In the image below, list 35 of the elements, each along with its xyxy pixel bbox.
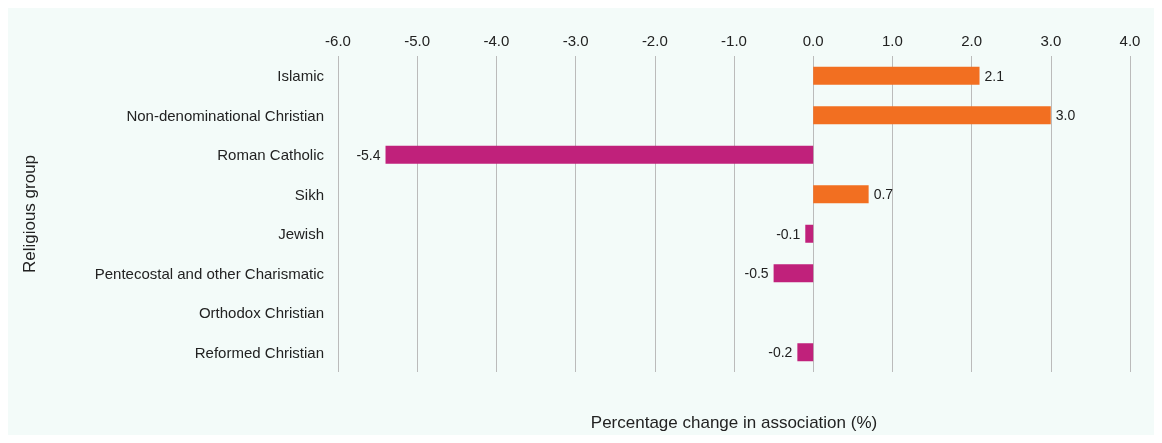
x-tick-label: -2.0 bbox=[641, 32, 668, 49]
y-tick-label: Roman Catholic bbox=[217, 146, 325, 164]
y-tick-label: Pentecostal and other Charismatic bbox=[94, 264, 325, 282]
y-tick-label: Reformed Christian bbox=[194, 343, 324, 361]
y-tick-label: Sikh bbox=[294, 185, 324, 203]
x-tick-label: 1.0 bbox=[881, 32, 903, 49]
data-label: -0.2 bbox=[768, 344, 793, 361]
bar bbox=[773, 264, 814, 283]
y-tick-label: Orthodox Christian bbox=[198, 304, 324, 322]
x-tick-label: 4.0 bbox=[1119, 32, 1141, 49]
x-tick-label: 2.0 bbox=[961, 32, 983, 49]
y-axis-title: Religious group bbox=[20, 154, 39, 274]
y-tick-label: Islamic bbox=[277, 67, 325, 85]
x-tick-label: -4.0 bbox=[483, 32, 510, 49]
x-axis-title: Percentage change in association (%) bbox=[590, 413, 878, 432]
data-label: -0.1 bbox=[776, 225, 801, 242]
bar bbox=[813, 66, 980, 85]
bar bbox=[797, 343, 814, 362]
bar bbox=[813, 106, 1051, 125]
x-tick-label: -5.0 bbox=[404, 32, 431, 49]
data-label: -5.4 bbox=[356, 146, 381, 163]
bar bbox=[813, 185, 869, 204]
data-label: 3.0 bbox=[1055, 107, 1076, 124]
data-label: 2.1 bbox=[984, 67, 1005, 84]
y-tick-label: Non-denominational Christian bbox=[126, 106, 324, 124]
bar bbox=[805, 224, 814, 243]
x-tick-label: -1.0 bbox=[721, 32, 747, 49]
bar bbox=[385, 145, 814, 164]
x-tick-label: -6.0 bbox=[325, 32, 351, 49]
x-tick-label: -3.0 bbox=[562, 32, 589, 49]
y-tick-label: Jewish bbox=[278, 225, 324, 243]
x-tick-label: 3.0 bbox=[1040, 32, 1062, 49]
data-label: 0.7 bbox=[873, 186, 894, 203]
data-label: -0.5 bbox=[744, 265, 769, 282]
x-tick-label: 0.0 bbox=[802, 32, 824, 49]
